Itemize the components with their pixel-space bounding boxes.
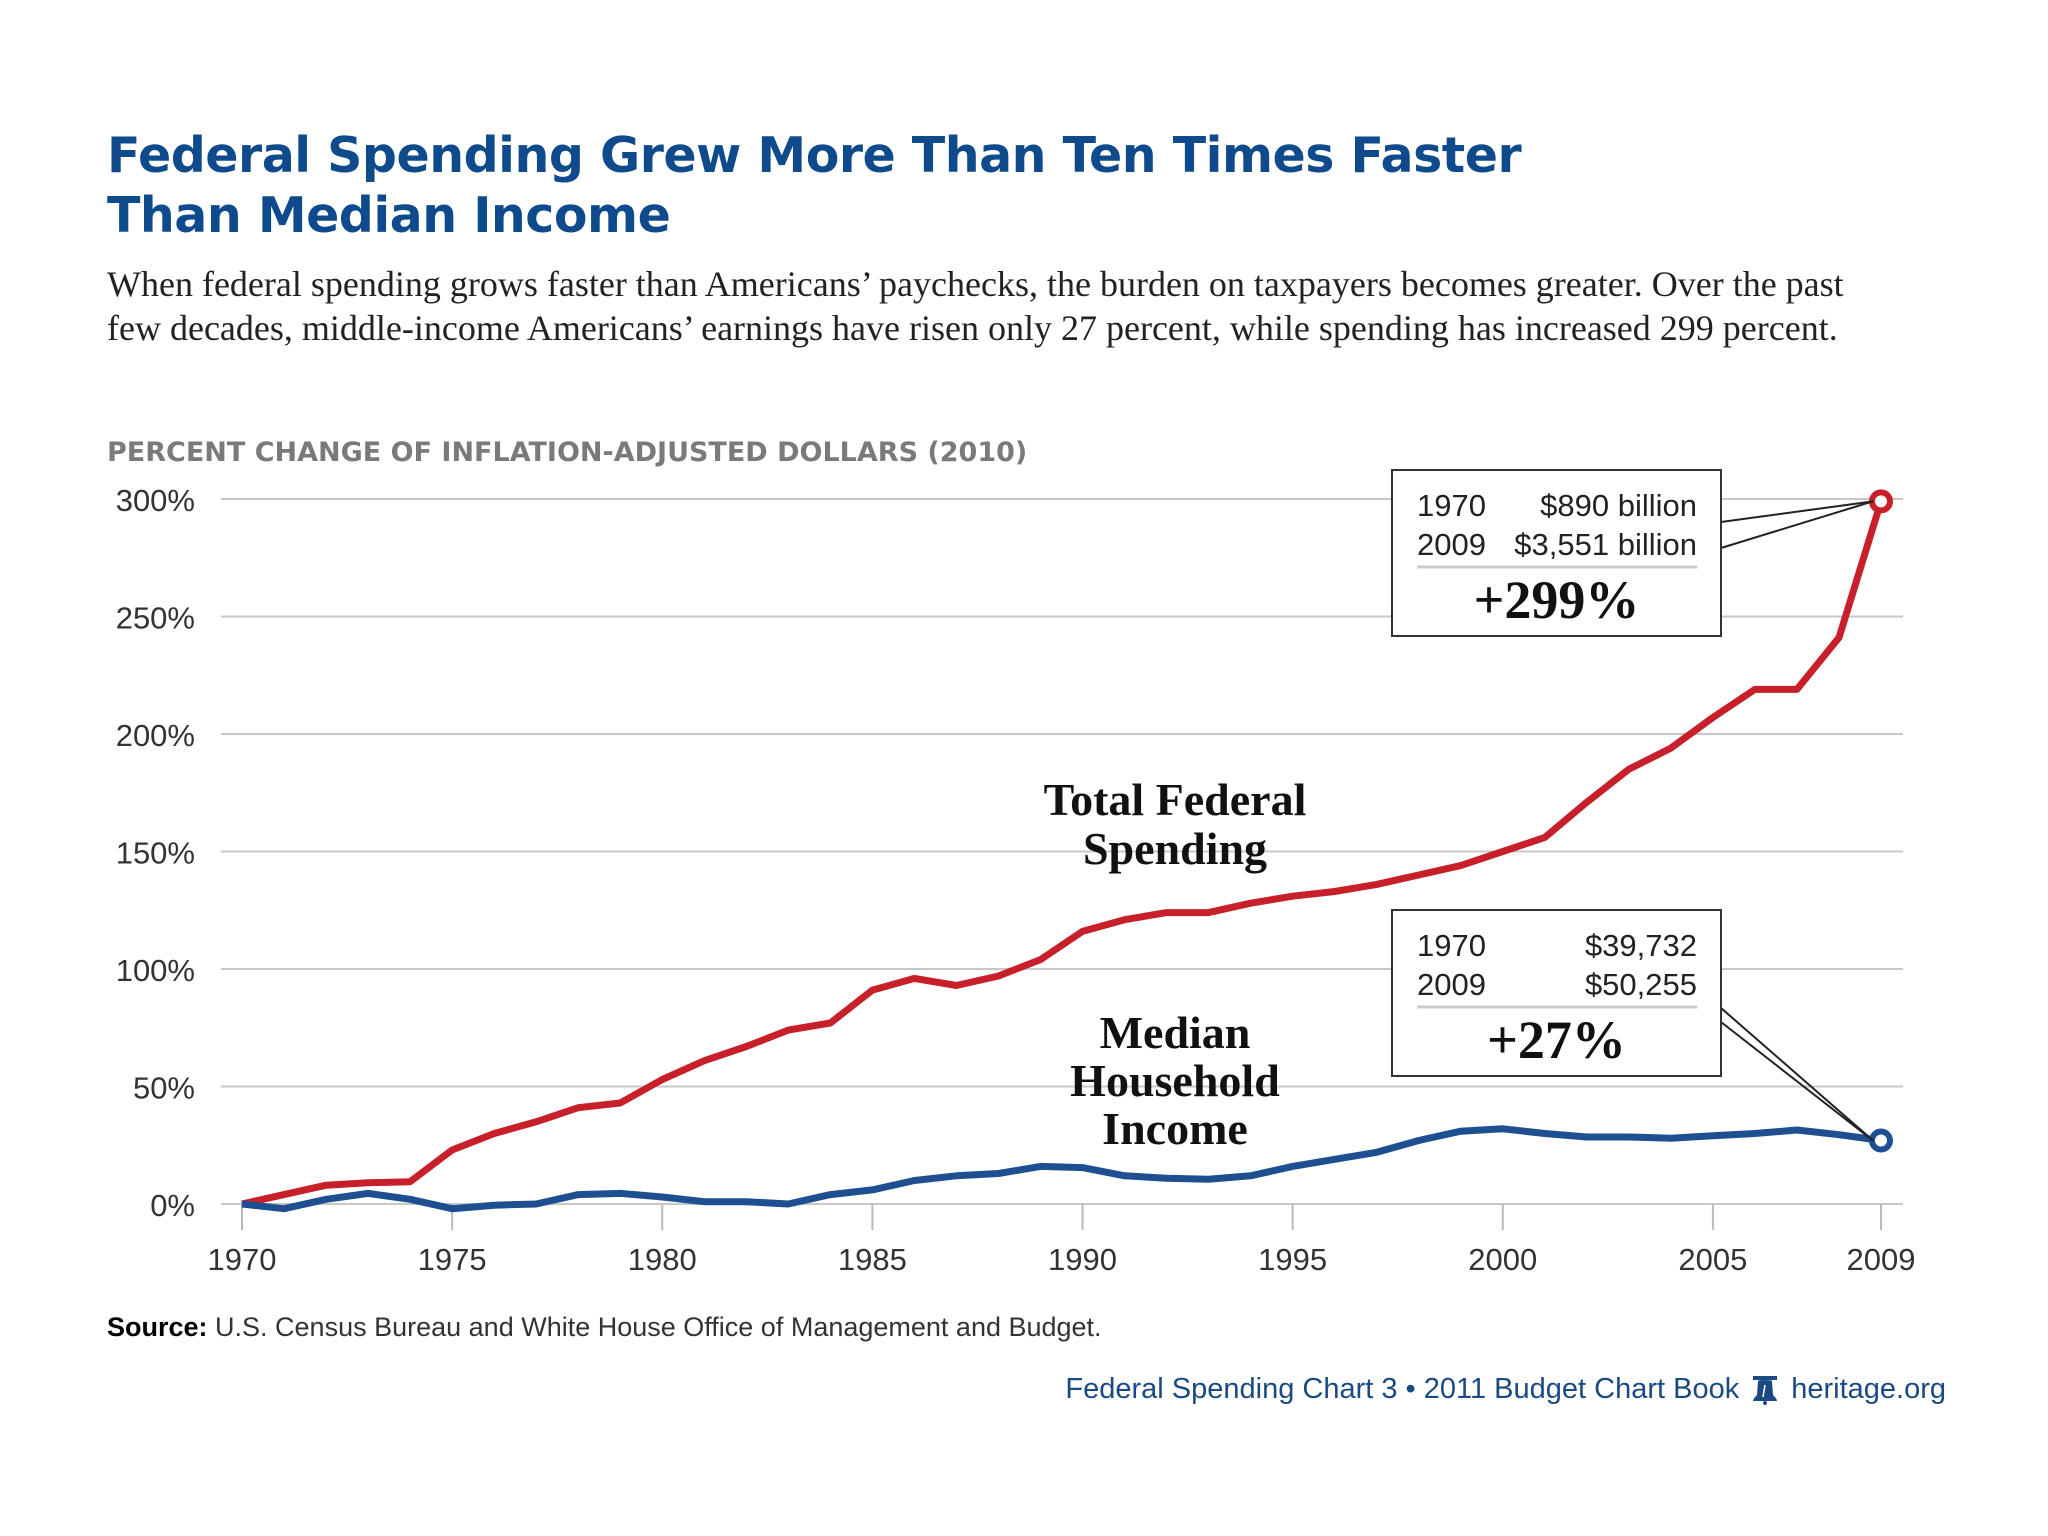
site-link[interactable]: heritage.org — [1791, 1373, 1946, 1405]
title-line-1: Federal Spending Grew More Than Ten Time… — [107, 127, 1522, 184]
annotation-value: $39,732 — [1585, 928, 1697, 963]
annotation-change: +27% — [1487, 1010, 1626, 1070]
y-tick-label: 50% — [133, 1071, 195, 1106]
y-tick-label: 250% — [116, 601, 195, 636]
credit-text: Federal Spending Chart 3 • 2011 Budget C… — [1065, 1373, 1740, 1405]
footer-credit: Federal Spending Chart 3 • 2011 Budget C… — [1065, 1373, 1946, 1406]
annotation-box — [1391, 909, 1722, 1077]
annotation-box — [1391, 469, 1722, 637]
series-label-income: Income — [1102, 1103, 1248, 1154]
y-tick-label: 0% — [150, 1188, 195, 1223]
y-tick-label: 200% — [116, 718, 195, 753]
liberty-bell-icon — [1753, 1375, 1778, 1405]
x-tick-label: 2009 — [1847, 1242, 1916, 1277]
annotation-year: 2009 — [1417, 527, 1486, 562]
x-tick-label: 2005 — [1678, 1242, 1747, 1277]
x-tick-label: 1970 — [208, 1242, 277, 1277]
callout-line — [1720, 500, 1874, 523]
y-axis-label: PERCENT CHANGE OF INFLATION-ADJUSTED DOL… — [107, 437, 1028, 468]
callout-line — [1720, 500, 1874, 549]
x-tick-label: 1990 — [1048, 1242, 1117, 1277]
y-tick-label: 150% — [116, 836, 195, 871]
x-tick-label: 2000 — [1468, 1242, 1537, 1277]
x-tick-label: 1980 — [628, 1242, 697, 1277]
title-line-2: Than Median Income — [107, 187, 671, 244]
series-label-spending: Total Federal — [1044, 774, 1307, 825]
y-tick-label: 100% — [116, 953, 195, 988]
x-tick-label: 1975 — [418, 1242, 487, 1277]
end-marker — [1869, 1128, 1893, 1153]
annotation-change: +299% — [1474, 570, 1640, 630]
source-label: Source: — [107, 1312, 208, 1342]
series-label-income: Household — [1070, 1055, 1280, 1106]
source-note: Source: U.S. Census Bureau and White Hou… — [107, 1312, 1102, 1343]
series-line-income — [241, 1125, 1882, 1213]
annotation-year: 1970 — [1417, 488, 1486, 523]
end-marker — [1869, 489, 1893, 514]
source-text: U.S. Census Bureau and White House Offic… — [207, 1312, 1102, 1342]
annotation-value: $890 billion — [1540, 488, 1697, 523]
chart-title: Federal Spending Grew More Than Ten Time… — [107, 126, 1522, 246]
annotation-year: 2009 — [1417, 967, 1486, 1002]
annotation-value: $3,551 billion — [1514, 527, 1697, 562]
x-tick-label: 1985 — [838, 1242, 907, 1277]
series-line-spending — [241, 500, 1885, 1208]
series-label-income: Median — [1100, 1007, 1251, 1058]
callout-line — [1720, 1021, 1874, 1142]
x-tick-label: 1995 — [1258, 1242, 1327, 1277]
annotation-year: 1970 — [1417, 928, 1486, 963]
chart-subtitle: When federal spending grows faster than … — [107, 264, 1844, 348]
series-label-spending: Spending — [1083, 823, 1267, 874]
y-tick-label: 300% — [116, 483, 195, 518]
callout-line — [1720, 1007, 1874, 1142]
annotation-value: $50,255 — [1585, 967, 1697, 1002]
